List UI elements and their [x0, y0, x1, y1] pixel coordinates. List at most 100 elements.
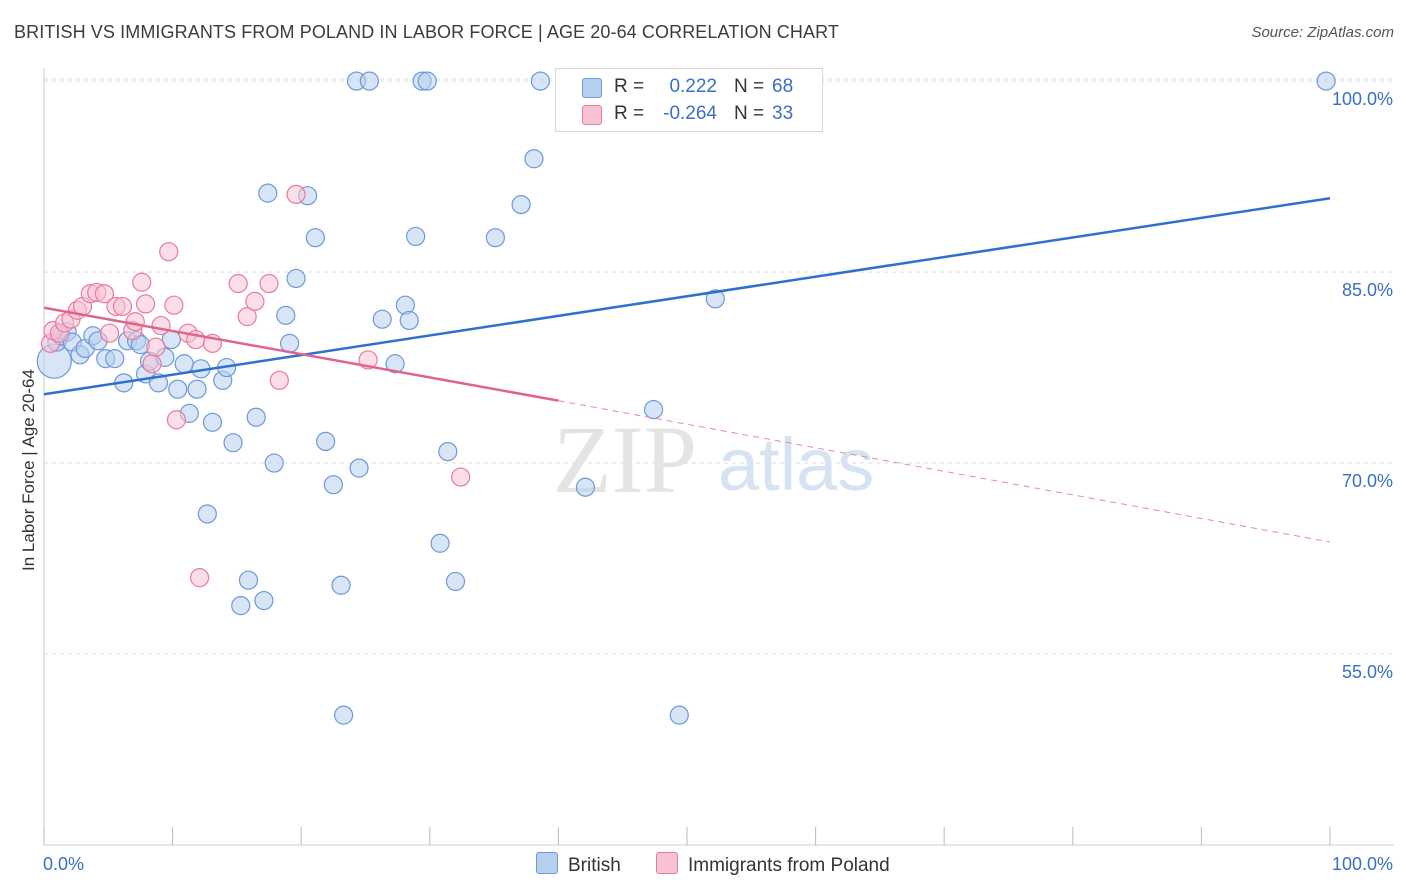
british-point [438, 441, 458, 462]
british-point [323, 475, 343, 495]
chart-title: BRITISH VS IMMIGRANTS FROM POLAND IN LAB… [14, 22, 839, 42]
british-point [305, 228, 325, 248]
british-point [187, 379, 207, 399]
british-trend-line [43, 196, 1331, 396]
british-point [238, 570, 259, 590]
poland-swatch [582, 105, 602, 125]
poland-point [237, 307, 257, 327]
british-point [349, 458, 369, 478]
british-point [246, 407, 266, 427]
y-tick-label-2: 70.0% [1342, 471, 1393, 491]
poland-n-value: 33 [772, 103, 794, 124]
british-point [524, 149, 544, 169]
stats-legend: R = 0.222 N = 68 R = -0.264 N = 33 [555, 68, 823, 132]
bottom-legend-poland-label: Immigrants from Poland [688, 855, 890, 876]
british-point [372, 309, 392, 329]
poland-point [245, 291, 265, 311]
poland-trend-extension [558, 400, 1331, 543]
british-point [202, 412, 223, 432]
poland-point [135, 294, 156, 314]
poland-point [286, 184, 306, 205]
poland-point [99, 323, 120, 343]
trend-lines [43, 196, 1331, 543]
poland-point [166, 410, 187, 430]
british-points [36, 71, 1336, 725]
y-axis-label: In Labor Force | Age 20-64 [19, 369, 38, 571]
poland-r-label: R = [614, 103, 645, 124]
british-point [430, 533, 450, 553]
legend-row-british: R = 0.222 N = 68 [556, 73, 822, 101]
poland-point [451, 467, 471, 487]
british-point [399, 310, 419, 331]
legend-row-poland: R = -0.264 N = 33 [556, 100, 822, 128]
british-point [385, 354, 405, 374]
british-point [417, 71, 437, 91]
poland-r-value: -0.264 [663, 103, 717, 124]
watermark-zip: ZIP [553, 406, 697, 513]
british-point [485, 228, 505, 248]
poland-n-label: N = [734, 103, 765, 124]
y-tick-label-1: 85.0% [1342, 280, 1393, 300]
poland-point [125, 312, 145, 332]
poland-point [228, 273, 248, 294]
poland-point [146, 337, 166, 357]
british-point [223, 433, 243, 453]
bottom-legend-british: British [536, 852, 621, 877]
british-point [331, 575, 351, 595]
british-point [406, 226, 426, 247]
british-n-label: N = [734, 76, 765, 97]
y-tick-label-3: 55.0% [1342, 662, 1393, 682]
british-point [316, 431, 336, 452]
british-point [445, 571, 466, 592]
poland-point [269, 370, 289, 390]
british-point [276, 305, 296, 325]
british-point [575, 477, 596, 497]
tick-labels: 100.0% 85.0% 70.0% 55.0% 0.0% 100.0% [43, 89, 1393, 874]
british-point [669, 705, 689, 725]
british-point [530, 71, 550, 91]
bottom-legend-british-label: British [568, 855, 621, 876]
british-point [105, 349, 125, 369]
british-r-label: R = [614, 76, 645, 97]
poland-point [164, 295, 184, 315]
british-r-value: 0.222 [669, 76, 717, 97]
british-swatch [582, 78, 602, 98]
british-point [168, 379, 188, 399]
x-tick-label-0: 0.0% [43, 854, 84, 874]
british-point [174, 354, 194, 374]
british-point [280, 333, 300, 353]
british-point [231, 596, 251, 616]
british-point [286, 268, 306, 289]
british-point [197, 504, 217, 524]
british-point [359, 71, 379, 91]
poland-point [190, 568, 210, 588]
british-point [1316, 71, 1336, 91]
british-point [254, 590, 274, 611]
poland-point [132, 272, 152, 292]
watermark: ZIP atlas [553, 406, 874, 513]
british-point [264, 453, 284, 473]
grid-lines [44, 78, 1394, 655]
poland-point [94, 284, 115, 304]
poland-trend-line [43, 306, 559, 402]
y-tick-label-0: 100.0% [1332, 89, 1393, 109]
bottom-legend-poland-swatch [656, 852, 678, 874]
x-tick-label-1: 100.0% [1332, 854, 1393, 874]
poland-point [259, 273, 279, 294]
bottom-legend-poland: Immigrants from Poland [656, 852, 890, 877]
british-point [334, 705, 354, 725]
poland-point [159, 242, 179, 262]
poland-point [142, 354, 162, 374]
poland-point [151, 315, 171, 336]
british-point [705, 289, 725, 309]
chart-source: Source: ZipAtlas.com [1251, 24, 1394, 41]
bottom-legend-british-swatch [536, 852, 558, 874]
watermark-atlas: atlas [718, 423, 874, 506]
british-point [258, 183, 278, 203]
poland-point [112, 296, 133, 317]
british-point [511, 194, 531, 215]
british-point [643, 399, 664, 420]
british-n-value: 68 [772, 76, 794, 97]
axes [43, 68, 1394, 846]
